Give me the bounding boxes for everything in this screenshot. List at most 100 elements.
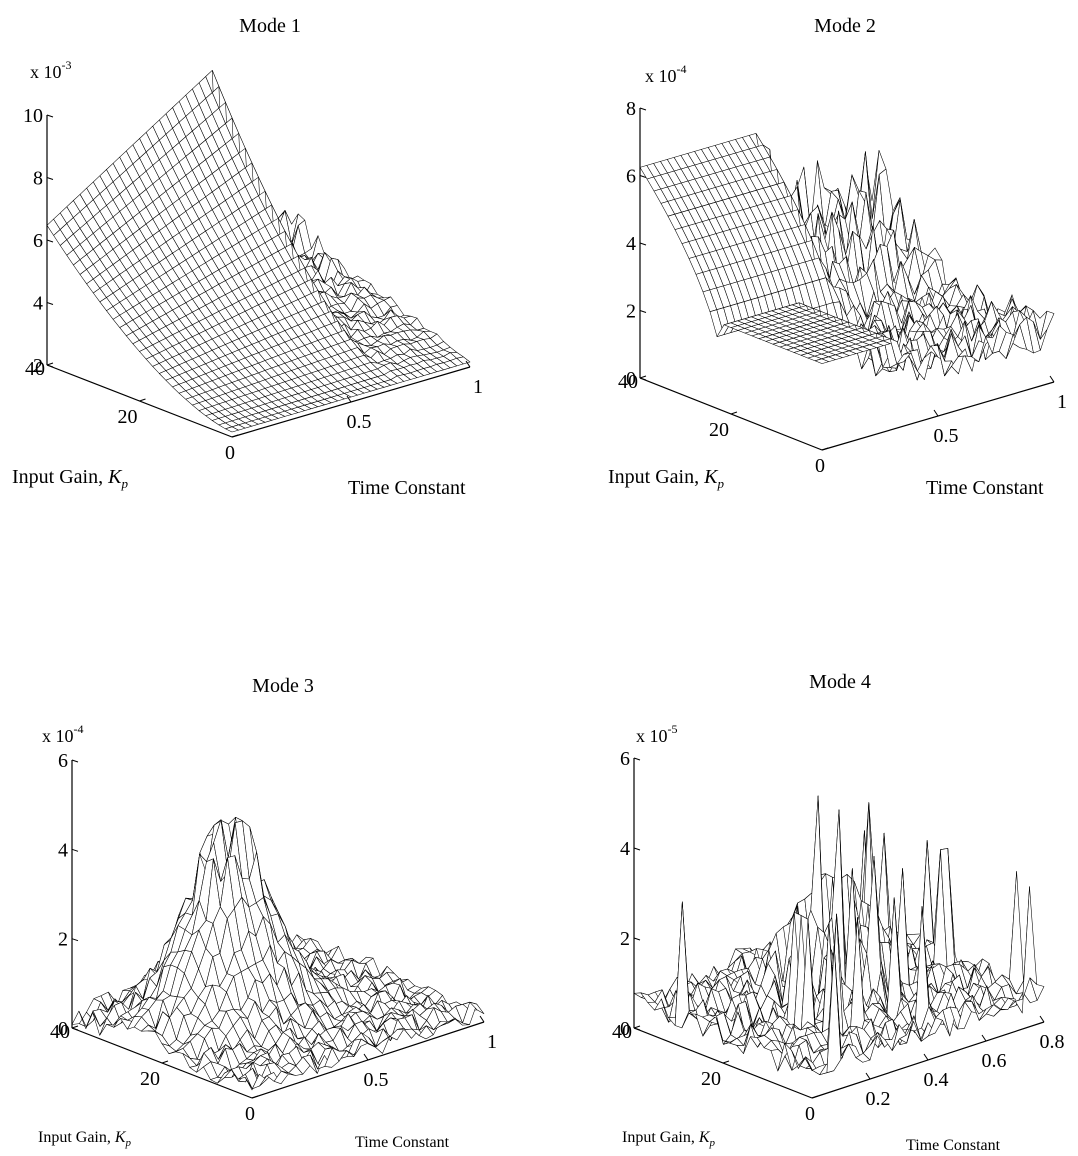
x-tick-labels: 0.2 0.4 0.6 0.8 <box>866 1031 1065 1110</box>
x-tick-mark <box>346 395 352 403</box>
z-tick-mark <box>639 310 647 313</box>
panel-title: Mode 4 <box>809 671 871 693</box>
z-tick-label: 0 <box>626 368 636 390</box>
axes <box>639 107 1055 451</box>
z-tick-label: 4 <box>33 293 43 315</box>
y-tick-label: 20 <box>118 406 138 428</box>
x-tick-mark <box>1049 375 1055 383</box>
z-tick-label: 2 <box>33 355 43 377</box>
z-tick-mark <box>639 175 647 178</box>
z-tick-label: 8 <box>626 98 636 120</box>
z-tick-label: 6 <box>626 166 636 188</box>
y-tick-labels: 0 20 40 <box>50 1021 255 1125</box>
z-tick-label: 6 <box>58 750 68 772</box>
z-tick-mark <box>46 364 54 368</box>
y-tick-mark <box>821 447 829 451</box>
z-tick-mark <box>46 239 54 243</box>
y-tick-mark <box>161 1060 169 1064</box>
x-tick-mark <box>465 360 471 368</box>
z-tick-mark <box>639 377 647 381</box>
z-tick-mark <box>46 114 54 118</box>
x-tick-mark <box>865 1072 871 1080</box>
y-axis-label: Input Gain, Kp <box>38 1129 132 1149</box>
panel-title: Mode 1 <box>239 15 301 37</box>
z-tick-mark <box>639 107 647 111</box>
y-tick-label: 20 <box>701 1068 721 1090</box>
surface-facet <box>469 1001 485 1015</box>
surface-facet <box>1039 310 1055 340</box>
y-axis-label: Input Gain, Kp <box>12 466 128 491</box>
surface-mesh <box>71 817 485 1091</box>
multiplier-label: x 10-4 <box>42 722 84 746</box>
x-tick-mark <box>363 1053 369 1061</box>
x-tick-label: 0.5 <box>364 1069 389 1091</box>
panel-title: Mode 3 <box>252 675 314 697</box>
y-axis-label: Input Gain, Kp <box>622 1129 716 1149</box>
surface-mesh <box>639 133 1055 381</box>
y-tick-labels: 0 20 40 <box>25 358 235 464</box>
y-tick-label: 40 <box>612 1021 632 1043</box>
z-tick-labels: 0 2 4 6 8 <box>626 98 636 390</box>
x-tick-label: 0.5 <box>347 411 372 433</box>
z-tick-label: 2 <box>620 928 630 950</box>
panel-mode-4: Mode 4 x 10-5 0 2 4 6 0 20 40 0.2 0.4 0.… <box>612 671 1065 1154</box>
x-tick-label: 1 <box>1057 391 1067 413</box>
z-tick-mark <box>71 1027 79 1031</box>
y-tick-label: 0 <box>815 455 825 477</box>
z-tick-label: 0 <box>58 1018 68 1040</box>
y-tick-mark <box>633 1025 641 1029</box>
y-tick-mark <box>231 434 239 438</box>
x-tick-mark <box>981 1034 987 1042</box>
y-tick-mark <box>71 1025 79 1029</box>
z-tick-mark <box>633 757 641 761</box>
x-tick-mark <box>923 1053 929 1061</box>
x-tick-label: 1 <box>473 376 483 398</box>
z-tick-label: 6 <box>620 748 630 770</box>
x-tick-labels: 0.5 1 <box>364 1031 498 1091</box>
z-tick-mark <box>46 302 54 305</box>
y-tick-mark <box>730 411 738 415</box>
y-tick-label: 20 <box>140 1068 160 1090</box>
z-tick-mark <box>46 177 54 180</box>
x-tick-label: 0.4 <box>924 1069 949 1091</box>
x-axis-label: Time Constant <box>348 477 466 499</box>
y-tick-mark <box>722 1060 730 1064</box>
y-tick-labels: 0 20 40 <box>612 1021 815 1125</box>
z-tick-label: 0 <box>620 1018 630 1040</box>
multiplier-label: x 10-3 <box>30 58 72 82</box>
z-tick-mark <box>71 848 79 852</box>
x-tick-labels: 0.5 1 <box>934 391 1068 447</box>
y-tick-mark <box>139 398 146 402</box>
surface-mesh <box>633 795 1045 1075</box>
z-tick-label: 4 <box>58 839 68 861</box>
axes <box>71 759 485 1099</box>
z-tick-mark <box>71 759 79 763</box>
multiplier-label: x 10-5 <box>636 722 678 746</box>
y-tick-labels: 0 20 40 <box>618 371 825 477</box>
axes <box>46 114 471 438</box>
x-axis-label: Time Constant <box>926 477 1044 499</box>
surface-mesh <box>46 70 471 433</box>
z-tick-label: 8 <box>33 168 43 190</box>
y-tick-label: 40 <box>50 1021 70 1043</box>
z-tick-label: 4 <box>620 838 630 860</box>
surface-facet <box>1009 871 1024 995</box>
z-tick-label: 6 <box>33 230 43 252</box>
z-tick-mark <box>633 937 641 941</box>
z-tick-label: 4 <box>626 233 636 255</box>
z-tick-label: 10 <box>23 105 43 127</box>
panel-mode-1: Mode 1 x 10-3 2 4 6 8 10 0 20 40 0.5 1 I… <box>12 15 483 499</box>
z-tick-mark <box>633 1027 641 1031</box>
surface-facet <box>674 901 690 1029</box>
panel-mode-3: Mode 3 x 10-4 0 2 4 6 0 20 40 0.5 1 Inpu… <box>38 675 497 1151</box>
surface-facet <box>1029 977 1045 1001</box>
x-tick-label: 1 <box>487 1031 497 1053</box>
x-tick-label: 0.5 <box>934 425 959 447</box>
x-tick-mark <box>479 1015 485 1023</box>
x-tick-mark <box>933 409 939 417</box>
z-tick-mark <box>639 242 647 246</box>
z-tick-labels: 0 2 4 6 <box>58 750 68 1040</box>
y-tick-label: 40 <box>25 358 45 380</box>
y-tick-mark <box>811 1095 819 1099</box>
